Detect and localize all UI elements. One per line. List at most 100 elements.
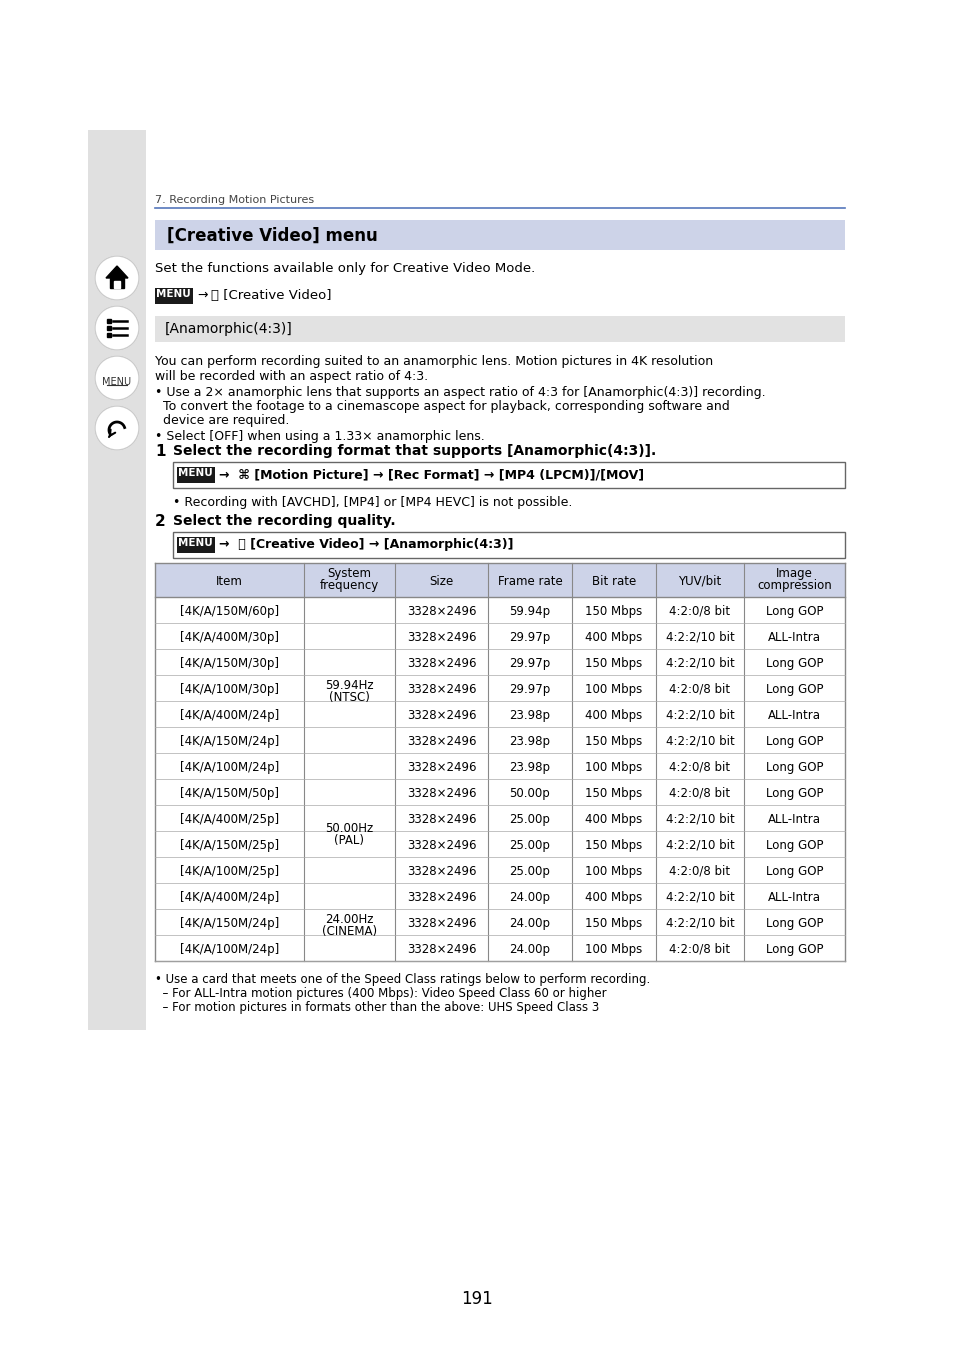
Text: 3328×2496: 3328×2496 <box>406 683 476 696</box>
Text: 50.00p: 50.00p <box>509 787 550 799</box>
Text: Bit rate: Bit rate <box>591 576 636 588</box>
Bar <box>154 288 193 305</box>
Text: 3328×2496: 3328×2496 <box>406 656 476 670</box>
Text: 24.00p: 24.00p <box>509 944 550 956</box>
Text: (NTSC): (NTSC) <box>329 692 370 704</box>
Circle shape <box>95 256 139 301</box>
Text: 3328×2496: 3328×2496 <box>406 762 476 774</box>
Text: 100 Mbps: 100 Mbps <box>585 944 642 956</box>
Text: 23.98p: 23.98p <box>509 735 550 748</box>
Text: Set the functions available only for Creative Video Mode.: Set the functions available only for Cre… <box>154 262 535 275</box>
Text: [4K/A/400M/25p]: [4K/A/400M/25p] <box>180 813 279 826</box>
Text: frequency: frequency <box>319 580 378 592</box>
Text: 25.00p: 25.00p <box>509 813 550 826</box>
Text: System: System <box>327 568 371 580</box>
Text: MENU: MENU <box>102 377 132 387</box>
Text: [4K/A/400M/30p]: [4K/A/400M/30p] <box>180 631 278 644</box>
Text: • Select [OFF] when using a 1.33× anamorphic lens.: • Select [OFF] when using a 1.33× anamor… <box>154 430 484 443</box>
Text: [4K/A/100M/30p]: [4K/A/100M/30p] <box>180 683 278 696</box>
Text: ALL-Intra: ALL-Intra <box>767 631 821 644</box>
Text: – For motion pictures in formats other than the above: UHS Speed Class 3: – For motion pictures in formats other t… <box>154 1002 598 1014</box>
Text: (CINEMA): (CINEMA) <box>321 925 376 938</box>
Text: 24.00Hz: 24.00Hz <box>325 913 374 926</box>
Text: 23.98p: 23.98p <box>509 762 550 774</box>
Text: 4:2:0/8 bit: 4:2:0/8 bit <box>669 762 730 774</box>
Text: 1: 1 <box>154 443 165 460</box>
Text: 150 Mbps: 150 Mbps <box>585 735 642 748</box>
Text: [4K/A/100M/24p]: [4K/A/100M/24p] <box>180 762 279 774</box>
Bar <box>177 537 214 553</box>
Bar <box>107 333 111 337</box>
Text: Long GOP: Long GOP <box>765 838 822 852</box>
Text: [4K/A/100M/24p]: [4K/A/100M/24p] <box>180 944 279 956</box>
Text: [4K/A/150M/60p]: [4K/A/150M/60p] <box>180 605 279 617</box>
Text: Long GOP: Long GOP <box>765 762 822 774</box>
Text: 29.97p: 29.97p <box>509 656 550 670</box>
Text: [4K/A/150M/24p]: [4K/A/150M/24p] <box>180 917 279 930</box>
Text: 25.00p: 25.00p <box>509 865 550 878</box>
Text: [Anamorphic(4:3)]: [Anamorphic(4:3)] <box>165 322 293 336</box>
Text: 191: 191 <box>460 1290 493 1308</box>
Text: ALL-Intra: ALL-Intra <box>767 891 821 905</box>
Text: will be recorded with an aspect ratio of 4:3.: will be recorded with an aspect ratio of… <box>154 369 428 383</box>
Text: Select the recording format that supports [Anamorphic(4:3)].: Select the recording format that support… <box>172 443 656 458</box>
Circle shape <box>95 406 139 450</box>
Text: Long GOP: Long GOP <box>765 683 822 696</box>
Text: MENU: MENU <box>156 288 191 299</box>
Bar <box>172 532 844 558</box>
Text: 4:2:0/8 bit: 4:2:0/8 bit <box>669 865 730 878</box>
Text: Frame rate: Frame rate <box>497 576 561 588</box>
Text: 150 Mbps: 150 Mbps <box>585 917 642 930</box>
Text: Long GOP: Long GOP <box>765 944 822 956</box>
Text: 3328×2496: 3328×2496 <box>406 944 476 956</box>
Text: compression: compression <box>757 580 831 592</box>
Text: [4K/A/150M/50p]: [4K/A/150M/50p] <box>180 787 278 799</box>
Text: 3328×2496: 3328×2496 <box>406 735 476 748</box>
Text: 150 Mbps: 150 Mbps <box>585 656 642 670</box>
Text: Long GOP: Long GOP <box>765 605 822 617</box>
Text: Item: Item <box>215 576 243 588</box>
Text: 400 Mbps: 400 Mbps <box>585 813 642 826</box>
Text: 150 Mbps: 150 Mbps <box>585 605 642 617</box>
Bar <box>88 129 146 1030</box>
Text: 3328×2496: 3328×2496 <box>406 787 476 799</box>
Text: 4:2:2/10 bit: 4:2:2/10 bit <box>665 709 734 723</box>
Bar <box>154 220 844 249</box>
Text: 3328×2496: 3328×2496 <box>406 865 476 878</box>
Text: 3328×2496: 3328×2496 <box>406 891 476 905</box>
Text: ALL-Intra: ALL-Intra <box>767 709 821 723</box>
Text: 2: 2 <box>154 514 166 528</box>
Text: [4K/A/150M/30p]: [4K/A/150M/30p] <box>180 656 278 670</box>
Text: To convert the footage to a cinemascope aspect for playback, corresponding softw: To convert the footage to a cinemascope … <box>154 400 729 412</box>
Text: 3328×2496: 3328×2496 <box>406 709 476 723</box>
Text: 4:2:2/10 bit: 4:2:2/10 bit <box>665 838 734 852</box>
Text: 150 Mbps: 150 Mbps <box>585 787 642 799</box>
Text: MENU: MENU <box>178 538 213 549</box>
Text: 3328×2496: 3328×2496 <box>406 631 476 644</box>
Text: →  ⌘ [Motion Picture] → [Rec Format] → [MP4 (LPCM)]/[MOV]: → ⌘ [Motion Picture] → [Rec Format] → [M… <box>219 468 643 481</box>
Text: [4K/A/400M/24p]: [4K/A/400M/24p] <box>180 891 279 905</box>
Bar <box>110 278 124 288</box>
Text: 100 Mbps: 100 Mbps <box>585 683 642 696</box>
Text: 50.00Hz: 50.00Hz <box>325 822 374 834</box>
Text: [Creative Video] menu: [Creative Video] menu <box>167 226 377 245</box>
Text: – For ALL-Intra motion pictures (400 Mbps): Video Speed Class 60 or higher: – For ALL-Intra motion pictures (400 Mbp… <box>154 987 606 1000</box>
Text: 59.94Hz: 59.94Hz <box>325 679 374 692</box>
Text: Long GOP: Long GOP <box>765 787 822 799</box>
Text: 29.97p: 29.97p <box>509 683 550 696</box>
Text: 4:2:0/8 bit: 4:2:0/8 bit <box>669 683 730 696</box>
Bar <box>107 326 111 330</box>
Text: 7. Recording Motion Pictures: 7. Recording Motion Pictures <box>154 195 314 205</box>
Text: [4K/A/400M/24p]: [4K/A/400M/24p] <box>180 709 279 723</box>
Text: Long GOP: Long GOP <box>765 865 822 878</box>
Text: Long GOP: Long GOP <box>765 917 822 930</box>
Text: (PAL): (PAL) <box>335 834 364 847</box>
Text: 29.97p: 29.97p <box>509 631 550 644</box>
Text: • Use a card that meets one of the Speed Class ratings below to perform recordin: • Use a card that meets one of the Speed… <box>154 973 650 985</box>
Text: Select the recording quality.: Select the recording quality. <box>172 514 395 528</box>
Text: 4:2:2/10 bit: 4:2:2/10 bit <box>665 735 734 748</box>
Text: 4:2:2/10 bit: 4:2:2/10 bit <box>665 891 734 905</box>
Text: 400 Mbps: 400 Mbps <box>585 631 642 644</box>
Text: 23.98p: 23.98p <box>509 709 550 723</box>
Text: [4K/A/150M/24p]: [4K/A/150M/24p] <box>180 735 279 748</box>
